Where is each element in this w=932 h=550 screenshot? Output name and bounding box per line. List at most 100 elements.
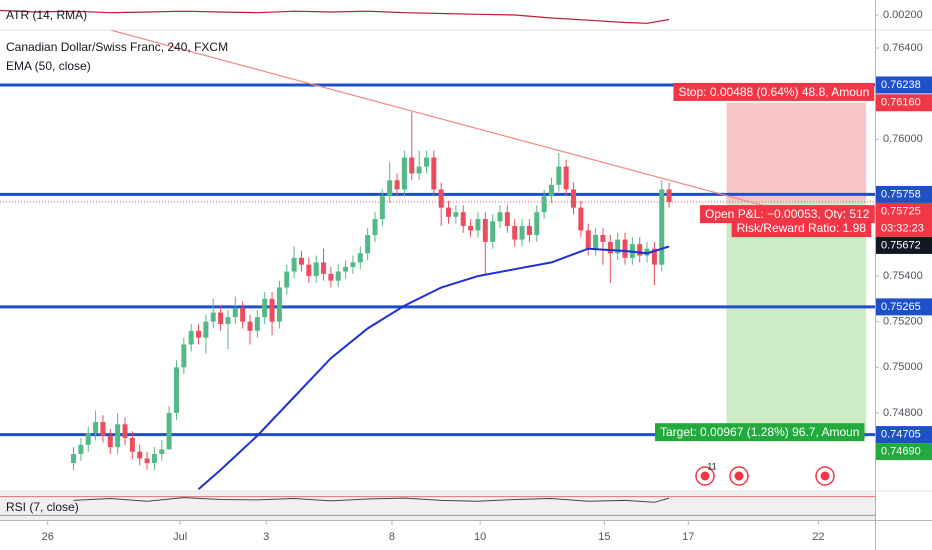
- candle-body: [173, 367, 179, 413]
- candle-body: [107, 435, 113, 448]
- candle-body: [188, 330, 194, 345]
- candle-body: [276, 287, 282, 322]
- x-tick-label: 15: [598, 531, 610, 543]
- rr-label-bg: [731, 219, 872, 238]
- candle-body: [556, 166, 562, 185]
- candle-body: [254, 317, 260, 331]
- price-tag: 0.76160: [881, 97, 921, 109]
- candle-body: [659, 189, 665, 265]
- candle-body: [298, 257, 304, 265]
- candle-body: [262, 298, 268, 318]
- candle-body: [85, 433, 91, 445]
- price-tag: 0.75265: [881, 301, 921, 313]
- candle-body: [78, 444, 84, 454]
- x-tick-label: 8: [389, 531, 395, 543]
- y-tick-label: 0.75400: [883, 270, 923, 282]
- event-badge: 11: [707, 461, 716, 471]
- candle-body: [343, 266, 349, 272]
- candle-body: [115, 424, 121, 448]
- candle-body: [372, 219, 378, 236]
- candle-body: [504, 212, 510, 226]
- candle-body: [526, 225, 532, 236]
- candle-body: [129, 438, 135, 452]
- candle-body: [453, 212, 459, 217]
- stop-label-bg: [673, 82, 875, 101]
- candle-body: [637, 244, 643, 256]
- candle-body: [607, 241, 613, 254]
- candle-body: [571, 189, 577, 208]
- candle-body: [423, 157, 429, 167]
- y-tick-label: 0.76400: [883, 42, 923, 54]
- rr-label: Risk/Reward Ratio: 1.98: [737, 221, 867, 235]
- candle-body: [247, 321, 253, 331]
- candle-body: [321, 262, 327, 274]
- price-tag: 0.75725: [881, 205, 921, 217]
- candle-body: [137, 451, 143, 459]
- candle-body: [401, 157, 407, 190]
- candle-body: [269, 298, 275, 322]
- candle-body: [284, 271, 290, 288]
- plot-area: Stop: 0.00488 (0.64%) 48.8, Amoun Open P&…: [0, 9, 875, 520]
- candle-body: [71, 453, 77, 464]
- candle-body: [387, 180, 393, 197]
- candle-body: [409, 157, 415, 174]
- candle-body: [394, 180, 400, 190]
- target-label-bg: [655, 423, 865, 442]
- atr-legend: ATR (14, RMA): [6, 8, 87, 22]
- ema-legend: EMA (50, close): [6, 59, 91, 73]
- price-tag: 0.74705: [881, 428, 921, 440]
- price-tag: 0.75672: [881, 239, 921, 251]
- x-tick-label: 10: [474, 531, 486, 543]
- atr-line: [0, 9, 670, 24]
- x-tick-label: Jul: [173, 531, 187, 543]
- candle-body: [335, 271, 341, 281]
- rsi-line: [73, 497, 670, 503]
- target-zone: [726, 201, 867, 439]
- candle-body: [350, 262, 356, 267]
- event-icon-core: [734, 471, 744, 481]
- candle-body: [416, 166, 422, 174]
- candle-body: [475, 219, 481, 231]
- event-icon-core: [820, 471, 830, 481]
- x-tick-label: 26: [42, 531, 54, 543]
- candle-body: [519, 225, 525, 240]
- pnl-label-bg: [700, 205, 875, 224]
- pnl-label: Open P&L: −0.00053, Qty: 512: [705, 207, 870, 221]
- y-tick-label: 0.75200: [883, 316, 923, 328]
- price-tag-bg: [876, 236, 932, 254]
- candle-body: [196, 330, 202, 338]
- y-tick-label: 0.74800: [883, 407, 923, 419]
- symbol-title: Canadian Dollar/Swiss Franc, 240, FXCM: [6, 40, 228, 54]
- stop-zone: [726, 102, 867, 202]
- candle-body: [490, 221, 496, 242]
- candle-body: [313, 262, 319, 277]
- candle-body: [100, 422, 106, 436]
- price-tag-bg: [876, 443, 932, 461]
- candle-body: [446, 207, 452, 217]
- price-tag: 0.75758: [881, 188, 921, 200]
- candle-body: [615, 239, 621, 254]
- y-tick-label: 0.75000: [883, 361, 923, 373]
- candle-body: [122, 424, 128, 439]
- candle-body: [218, 312, 224, 324]
- candle-body: [468, 225, 474, 231]
- candle-body: [306, 264, 312, 277]
- candle-body: [291, 257, 297, 272]
- candle-body: [181, 344, 187, 368]
- price-tag-bg: [876, 76, 932, 94]
- candle-body: [232, 308, 238, 318]
- candle-body: [666, 189, 672, 202]
- candle-body: [578, 207, 584, 231]
- trendline: [110, 29, 781, 211]
- candle-body: [438, 189, 444, 208]
- candle-body: [651, 248, 657, 265]
- candle-body: [365, 235, 371, 254]
- candle-body: [357, 253, 363, 263]
- candle-body: [600, 235, 606, 242]
- candle-body: [593, 235, 599, 249]
- candle-body: [210, 312, 216, 322]
- candle-body: [240, 308, 246, 322]
- candle-body: [541, 196, 547, 213]
- ema-line: [197, 245, 670, 491]
